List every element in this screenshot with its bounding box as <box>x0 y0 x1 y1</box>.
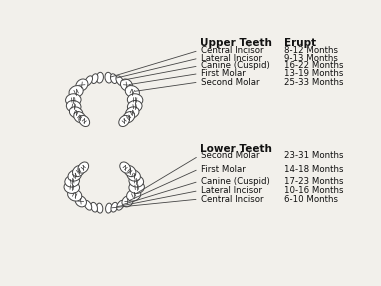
Ellipse shape <box>122 196 133 207</box>
Ellipse shape <box>91 202 98 212</box>
Ellipse shape <box>127 170 141 181</box>
Text: 6-10 Months: 6-10 Months <box>284 194 338 204</box>
Ellipse shape <box>123 112 134 123</box>
Ellipse shape <box>125 86 139 98</box>
Text: First Molar: First Molar <box>201 164 246 174</box>
Ellipse shape <box>78 162 89 173</box>
Text: Central Incisor: Central Incisor <box>201 46 264 55</box>
Text: 17-23 Months: 17-23 Months <box>284 177 344 186</box>
Ellipse shape <box>106 203 112 213</box>
Ellipse shape <box>129 181 144 193</box>
Ellipse shape <box>96 72 103 83</box>
Text: First Molar: First Molar <box>201 69 246 78</box>
Text: 14-18 Months: 14-18 Months <box>284 164 344 174</box>
Ellipse shape <box>64 181 80 193</box>
Ellipse shape <box>119 115 130 126</box>
Ellipse shape <box>96 203 103 213</box>
Ellipse shape <box>126 189 141 201</box>
Text: Central Incisor: Central Incisor <box>201 194 264 204</box>
Ellipse shape <box>67 189 82 201</box>
Ellipse shape <box>124 165 136 177</box>
Text: 13-19 Months: 13-19 Months <box>284 69 343 78</box>
Text: Lateral Incisor: Lateral Incisor <box>201 186 262 195</box>
Text: 23-31 Months: 23-31 Months <box>284 152 344 160</box>
Text: Lower Teeth: Lower Teeth <box>200 144 271 154</box>
Ellipse shape <box>84 200 92 210</box>
Ellipse shape <box>129 175 144 187</box>
Ellipse shape <box>66 94 81 106</box>
Text: 16-22 Months: 16-22 Months <box>284 61 344 70</box>
Text: 10-16 Months: 10-16 Months <box>284 186 344 195</box>
Ellipse shape <box>120 79 133 91</box>
Text: Canine (Cuspid): Canine (Cuspid) <box>201 61 270 70</box>
Ellipse shape <box>68 170 82 181</box>
Ellipse shape <box>127 94 143 106</box>
Text: Upper Teeth: Upper Teeth <box>200 38 271 48</box>
Text: 9-13 Months: 9-13 Months <box>284 54 338 63</box>
Ellipse shape <box>76 79 88 91</box>
Ellipse shape <box>110 74 117 84</box>
Text: Second Molar: Second Molar <box>201 152 259 160</box>
Ellipse shape <box>105 72 112 83</box>
Ellipse shape <box>126 107 139 118</box>
Ellipse shape <box>127 101 142 112</box>
Text: Erupt: Erupt <box>284 38 316 48</box>
Text: Second Molar: Second Molar <box>201 78 259 87</box>
Text: 8-12 Months: 8-12 Months <box>284 46 338 55</box>
Ellipse shape <box>69 107 83 118</box>
Ellipse shape <box>111 202 118 212</box>
Ellipse shape <box>116 76 123 86</box>
Text: 25-33 Months: 25-33 Months <box>284 78 344 87</box>
Ellipse shape <box>66 101 81 112</box>
Ellipse shape <box>72 165 85 177</box>
Text: Lateral Incisor: Lateral Incisor <box>201 54 262 63</box>
Ellipse shape <box>85 76 93 86</box>
Ellipse shape <box>74 112 86 123</box>
Ellipse shape <box>75 196 86 207</box>
Ellipse shape <box>117 200 124 210</box>
Ellipse shape <box>65 175 80 187</box>
Text: Canine (Cuspid): Canine (Cuspid) <box>201 177 270 186</box>
Ellipse shape <box>120 162 130 173</box>
Ellipse shape <box>79 115 90 126</box>
Ellipse shape <box>91 74 98 84</box>
Ellipse shape <box>69 86 83 98</box>
